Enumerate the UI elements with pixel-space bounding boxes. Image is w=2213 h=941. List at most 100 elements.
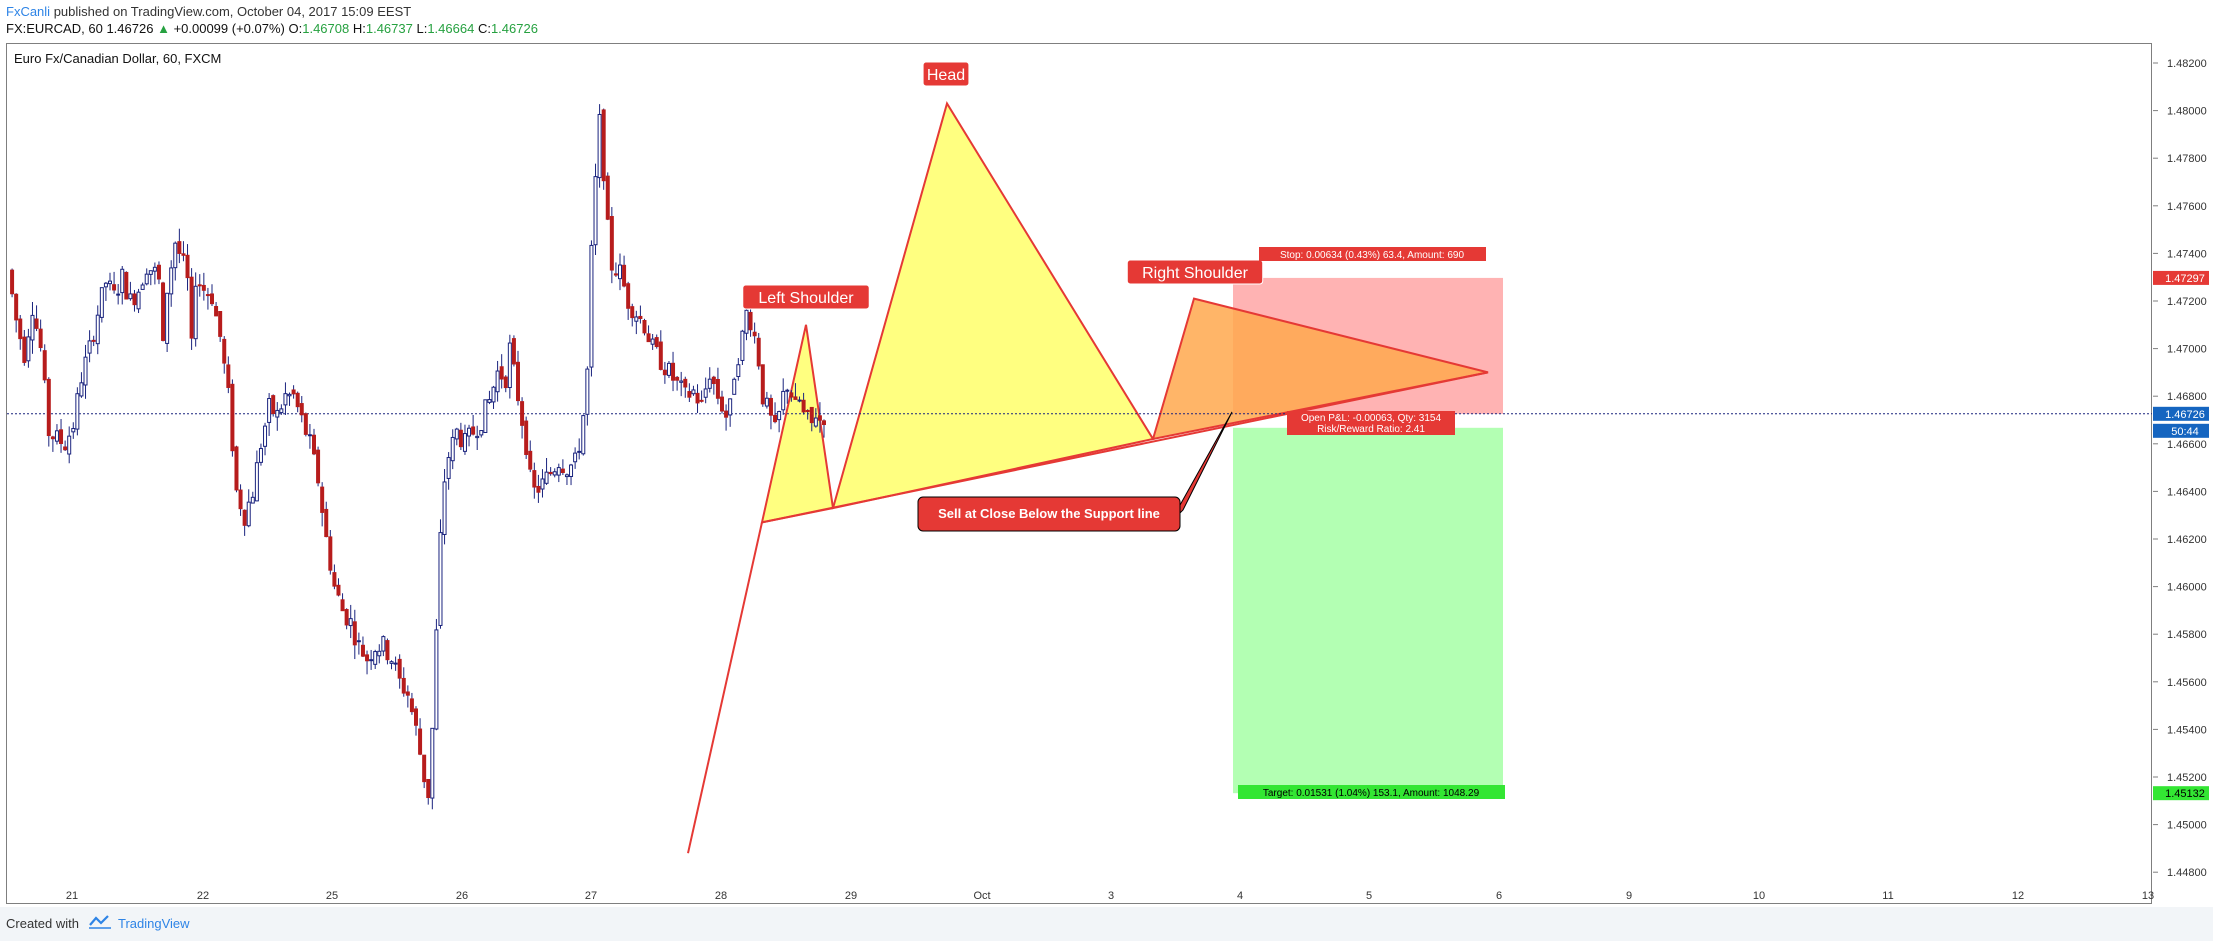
candle-body	[254, 462, 259, 502]
candle-body	[201, 284, 206, 291]
target-label-text: Target: 0.01531 (1.04%) 153.1, Amount: 1…	[1263, 788, 1480, 799]
x-tick-label: 13	[2142, 890, 2154, 902]
candle-body	[511, 338, 516, 365]
right-shoulder-label: Right Shoulder	[1126, 259, 1264, 285]
candle-body	[385, 640, 390, 661]
candle-body	[365, 654, 370, 662]
candle-body	[732, 378, 737, 395]
candle-body	[26, 336, 31, 362]
candle-body	[426, 778, 431, 799]
x-tick-label: 27	[585, 890, 597, 902]
candle-body	[507, 342, 512, 389]
candle-body	[740, 330, 745, 361]
candle-body	[205, 294, 210, 297]
support-neckline	[761, 371, 1489, 524]
x-tick-label: 12	[2012, 890, 2024, 902]
candle-body	[622, 264, 627, 287]
candle-body	[112, 284, 117, 291]
candle-body	[773, 414, 778, 423]
left-shoulder-label-text: Left Shoulder	[758, 290, 854, 307]
candle-body	[34, 318, 39, 329]
candle-body	[813, 417, 818, 427]
candle-body	[728, 398, 733, 416]
candle-body	[287, 393, 292, 397]
y-tick-label: 1.45400	[2167, 724, 2207, 736]
last-price: 1.46726	[106, 21, 154, 36]
high-label: H:	[352, 21, 366, 36]
chart-frame[interactable]	[6, 43, 2152, 904]
candle-body	[275, 409, 280, 418]
candle-body	[707, 378, 712, 389]
candle-body	[528, 450, 533, 470]
candle-body	[38, 328, 43, 349]
candle-body	[177, 241, 182, 254]
candle-body	[344, 609, 349, 626]
candle-body	[156, 264, 161, 280]
candle-body	[340, 599, 345, 612]
candle-body	[458, 429, 463, 448]
candle-body	[548, 471, 553, 475]
candle-body	[389, 661, 394, 664]
candle-body	[442, 481, 447, 535]
y-tick-label: 1.45000	[2167, 820, 2207, 832]
candle-body	[263, 425, 268, 447]
price-chart[interactable]: 1.48200 1.48000 1.47800 1.47600 1.47400 1.472…	[0, 0, 2213, 907]
candle-body	[152, 266, 157, 272]
candle-body	[210, 293, 214, 305]
candle-body	[18, 318, 23, 340]
candle-body	[809, 406, 814, 424]
candle-body	[593, 176, 598, 246]
candle-body	[312, 434, 316, 455]
candle-body	[560, 468, 565, 473]
open-value: 1.46708	[302, 21, 350, 36]
candle-body	[409, 698, 414, 713]
tradingview-link[interactable]: TradingView	[118, 916, 190, 931]
candle-body	[630, 306, 635, 319]
close-value: 1.46726	[490, 21, 538, 36]
candle-body	[711, 376, 716, 385]
candle-body	[246, 501, 251, 527]
candle-body	[54, 430, 59, 442]
candle-body	[197, 284, 202, 287]
candle-body	[520, 401, 525, 426]
stop-label-box	[1259, 247, 1486, 261]
left-shoulder-label: Left Shoulder	[742, 284, 870, 310]
candle-body	[324, 508, 329, 538]
candle-body	[422, 754, 427, 783]
candle-body	[564, 474, 569, 478]
candle-body	[479, 430, 484, 436]
candle-body	[46, 378, 51, 437]
footer: Created with TradingView	[0, 907, 2213, 941]
candle-body	[801, 399, 806, 413]
candle-body	[356, 640, 361, 643]
candle-body	[22, 336, 27, 363]
candle-body	[332, 572, 337, 587]
candle-body	[144, 273, 149, 285]
candle-body	[589, 244, 594, 368]
target-zone	[1233, 427, 1503, 794]
candle-body	[405, 691, 410, 696]
candle-body	[789, 392, 794, 398]
tradingview-logo-icon[interactable]	[88, 913, 112, 931]
target-label-box	[1238, 785, 1505, 799]
candle-body	[695, 392, 700, 404]
publish-line: FxCanli published on TradingView.com, Oc…	[6, 4, 411, 19]
candle-body	[377, 650, 382, 657]
author-link[interactable]: FxCanli	[6, 4, 51, 19]
x-tick-label: 10	[1753, 890, 1765, 902]
candle-body	[650, 338, 655, 345]
candle-body	[785, 389, 790, 392]
candle-body	[503, 376, 508, 389]
right-shoulder-label-box	[1126, 259, 1264, 285]
candle-body	[189, 276, 194, 339]
candle-body	[242, 509, 247, 526]
candle-body	[71, 428, 76, 433]
candle-body	[675, 376, 680, 381]
x-tick-label: 4	[1237, 890, 1243, 902]
y-tick-label: 1.46000	[2167, 582, 2207, 594]
left-shoulder-label-box	[742, 284, 870, 310]
candle-body	[250, 496, 255, 504]
candle-body	[238, 489, 243, 510]
candle-body	[10, 269, 15, 295]
candle-body	[467, 427, 472, 437]
